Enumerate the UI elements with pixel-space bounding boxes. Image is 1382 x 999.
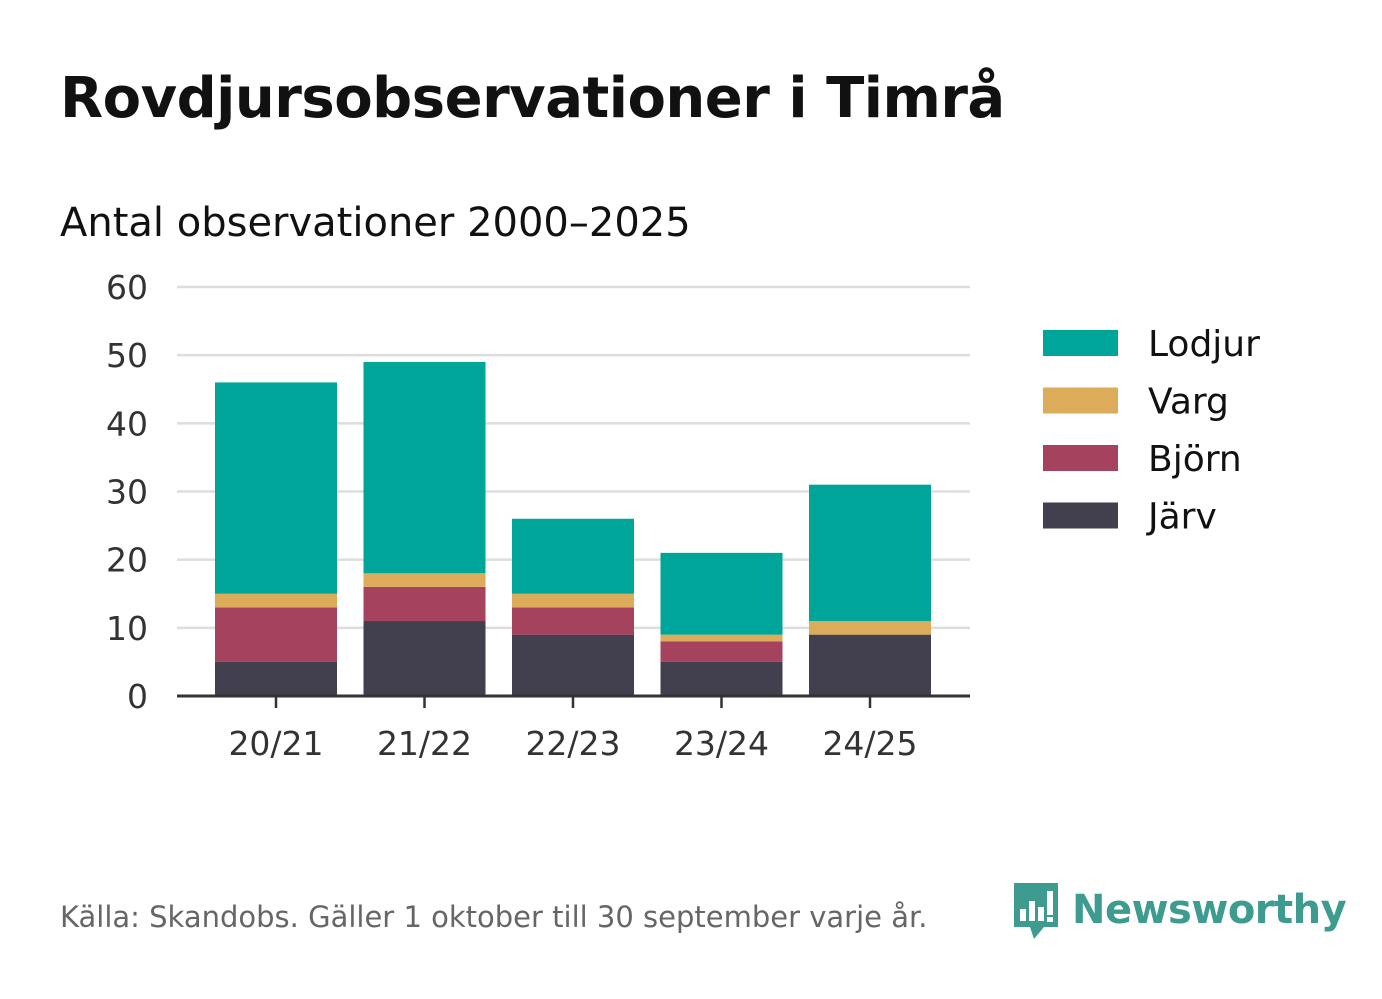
newsworthy-logo: Newsworthy [1010,878,1347,942]
bar-segment-varg [215,593,337,608]
bar-segment-lodjur [363,361,486,574]
y-tick-label: 30 [106,473,148,512]
axes: 0 10 20 30 40 50 60 20/21 21/22 22/23 23/24 24/25 [106,268,970,763]
bar-segment-järv [215,661,337,696]
bar-segment-lodjur [809,484,931,622]
bar-segment-varg [512,593,634,608]
legend-label-björn: Björn [1148,439,1242,480]
x-tick-label: 24/25 [822,724,917,763]
legend-swatch-järv [1043,502,1118,529]
bar-segment-björn [512,607,634,635]
legend-swatch-varg [1043,387,1118,414]
y-tick-label: 40 [106,404,148,443]
y-tick-label: 0 [127,677,148,716]
bars [215,361,931,696]
source-note: Källa: Skandobs. Gäller 1 oktober till 3… [60,900,928,934]
legend-swatch-lodjur [1043,330,1118,356]
legend-label-järv: Järv [1146,497,1217,538]
bar-segment-lodjur [660,552,783,635]
bar-segment-varg [809,621,931,635]
x-tick-label: 21/22 [377,724,472,763]
brand-name: Newsworthy [1072,887,1347,933]
newsworthy-icon [1014,883,1058,939]
legend: Lodjur Varg Björn Järv [1043,324,1260,538]
x-tick-label: 22/23 [525,724,620,763]
bar-segment-järv [809,634,931,696]
bar-segment-järv [363,621,486,696]
legend-label-lodjur: Lodjur [1148,324,1260,365]
chart-subtitle: Antal observationer 2000–2025 [60,200,691,246]
bar-segment-lodjur [512,518,634,594]
bar-segment-varg [363,573,486,587]
bar-segment-björn [215,607,337,662]
legend-swatch-björn [1043,445,1118,471]
x-tick-label: 20/21 [228,724,323,763]
y-tick-label: 60 [106,268,148,307]
y-tick-label: 10 [106,609,148,648]
legend-label-varg: Varg [1148,382,1229,423]
bar-segment-björn [363,586,486,622]
bar-segment-björn [660,641,783,662]
y-tick-label: 50 [106,336,148,375]
bar-segment-järv [512,634,634,696]
x-tick-label: 23/24 [674,724,769,763]
bar-segment-lodjur [215,382,337,594]
y-tick-label: 20 [106,541,148,580]
bar-segment-varg [660,634,783,642]
chart-title: Rovdjursobservationer i Timrå [60,66,1005,131]
bar-segment-järv [660,661,783,696]
